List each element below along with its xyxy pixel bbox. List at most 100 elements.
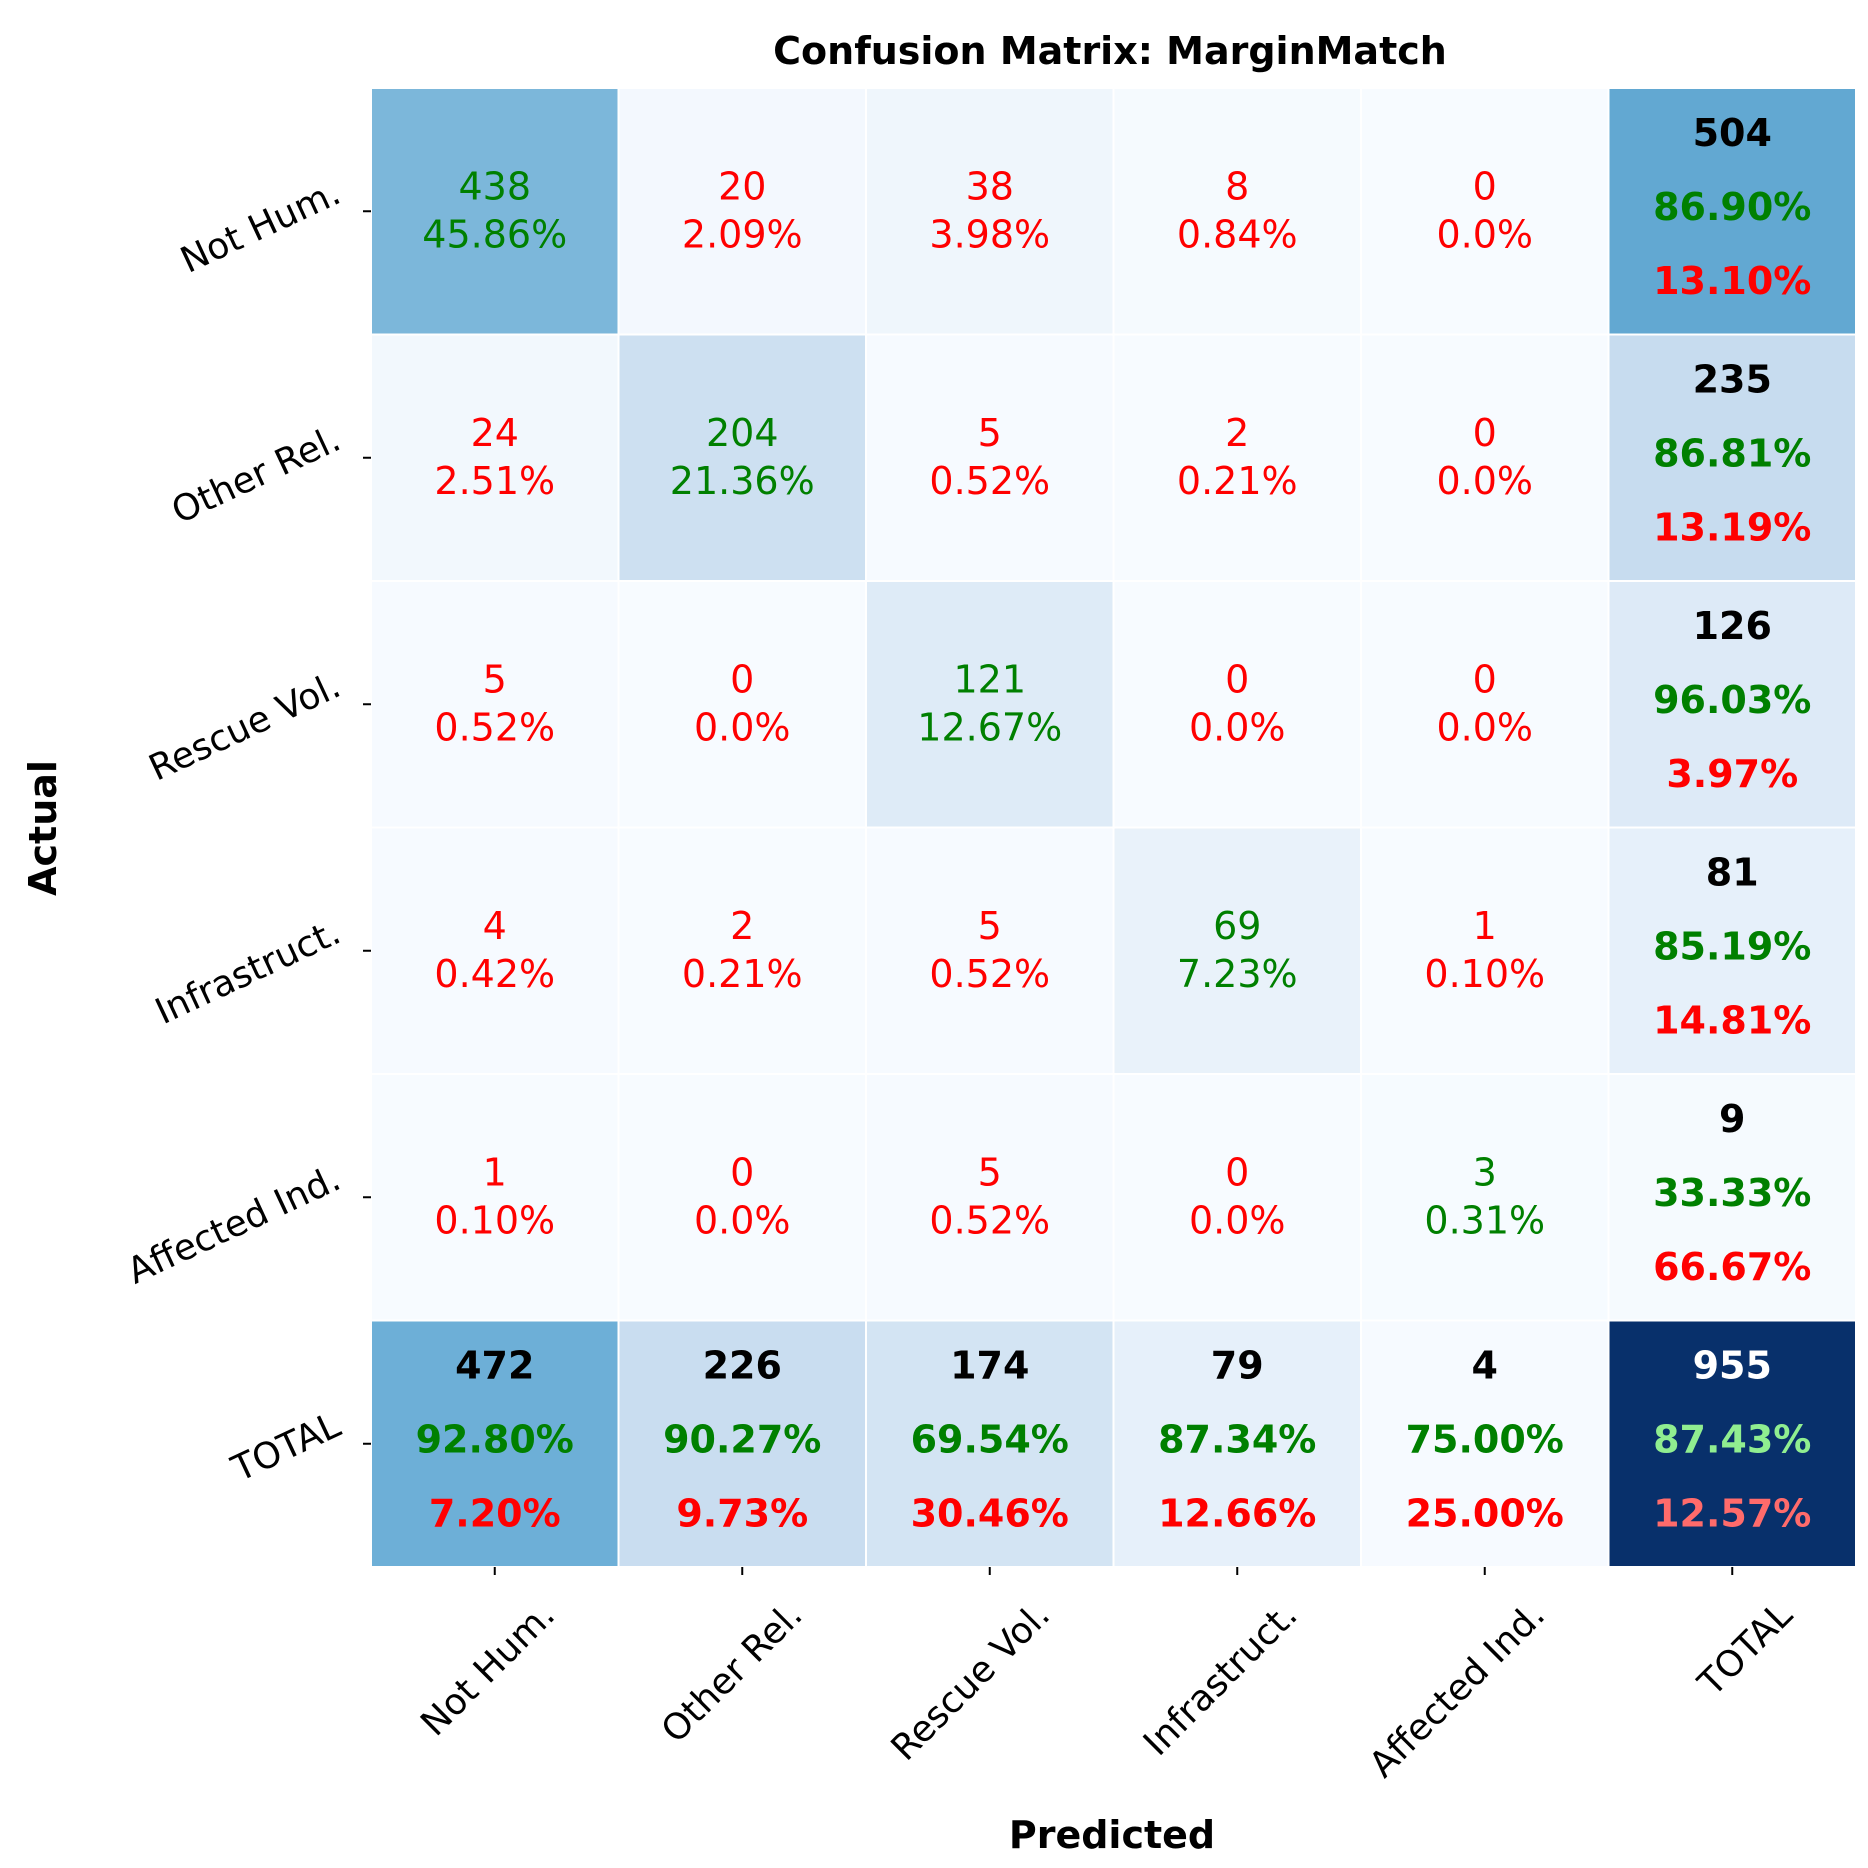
total-error-label: 30.46% [911, 1492, 1069, 1536]
matrix-cell [370, 87, 620, 336]
cell-percent-label: 2.51% [434, 459, 555, 503]
cell-percent-label: 2.09% [682, 212, 803, 256]
cell-percent-label: 0.21% [1177, 459, 1298, 503]
cell-count-label: 5 [483, 657, 507, 701]
cell-percent-label: 0.52% [434, 705, 555, 749]
cell-count-label: 4 [483, 904, 507, 948]
cell-percent-label: 0.21% [682, 952, 803, 996]
matrix-cell [865, 826, 1115, 1075]
cell-count-label: 38 [966, 164, 1014, 208]
x-axis-label: Predicted [1009, 1813, 1215, 1857]
total-count-label: 4 [1472, 1344, 1498, 1388]
total-correct-label: 90.27% [663, 1418, 821, 1462]
x-tick-label: Infrastruct. [1136, 1594, 1306, 1764]
cell-percent-label: 0.52% [929, 1198, 1050, 1242]
matrix-cell [865, 580, 1115, 829]
heatmap-cells [370, 87, 1857, 1568]
matrix-cell [617, 1073, 867, 1322]
cell-count-label: 204 [706, 411, 779, 455]
matrix-cell [865, 87, 1115, 336]
cell-labels: 43845.86%202.09%383.98%80.84%00.0%242.51… [416, 111, 1812, 1536]
x-tick-label: Other Rel. [654, 1594, 811, 1751]
cell-percent-label: 0.84% [1177, 212, 1298, 256]
matrix-cell [617, 580, 867, 829]
cell-percent-label: 0.0% [694, 1198, 791, 1242]
cell-count-label: 0 [1473, 164, 1497, 208]
total-error-label: 14.81% [1653, 999, 1811, 1043]
row-total-cell [1607, 1073, 1857, 1322]
cell-percent-label: 45.86% [422, 212, 567, 256]
total-error-label: 13.19% [1653, 506, 1811, 550]
matrix-cell [1112, 87, 1362, 336]
y-tick-label: Infrastruct. [149, 912, 347, 1033]
cell-percent-label: 0.0% [1189, 1198, 1286, 1242]
y-axis-label: Actual [21, 760, 65, 896]
row-total-cell [1607, 87, 1857, 336]
total-correct-label: 86.90% [1653, 185, 1811, 229]
matrix-cell [617, 826, 867, 1075]
cell-count-label: 2 [730, 904, 754, 948]
matrix-cell [1112, 580, 1362, 829]
matrix-cell [1360, 87, 1610, 336]
cell-percent-label: 0.0% [1436, 459, 1533, 503]
total-count-label: 504 [1693, 111, 1772, 155]
cell-count-label: 24 [471, 411, 519, 455]
total-error-label: 66.67% [1653, 1245, 1811, 1289]
matrix-cell [1360, 333, 1610, 582]
total-count-label: 955 [1693, 1344, 1772, 1388]
total-correct-label: 69.54% [911, 1418, 1069, 1462]
total-correct-label: 96.03% [1653, 678, 1811, 722]
grand-total-cell [1607, 1319, 1857, 1568]
matrix-cell [865, 333, 1115, 582]
cell-count-label: 0 [1225, 1150, 1249, 1194]
cell-percent-label: 0.52% [929, 459, 1050, 503]
cell-count-label: 2 [1225, 411, 1249, 455]
cell-percent-label: 12.67% [917, 705, 1062, 749]
row-total-cell [1607, 580, 1857, 829]
total-error-label: 9.73% [676, 1492, 808, 1536]
cell-count-label: 0 [730, 1150, 754, 1194]
matrix-cell [1360, 826, 1610, 1075]
total-count-label: 79 [1211, 1344, 1264, 1388]
matrix-cell [1112, 333, 1362, 582]
total-error-label: 3.97% [1666, 752, 1798, 796]
matrix-cell [1112, 826, 1362, 1075]
total-correct-label: 92.80% [416, 1418, 574, 1462]
row-total-cell [1607, 826, 1857, 1075]
matrix-cell [1112, 1073, 1362, 1322]
cell-count-label: 0 [1473, 411, 1497, 455]
cell-count-label: 20 [718, 164, 766, 208]
cell-count-label: 3 [1473, 1150, 1497, 1194]
total-error-label: 7.20% [429, 1492, 561, 1536]
y-tick-label: TOTAL [225, 1405, 347, 1491]
total-count-label: 9 [1719, 1097, 1745, 1141]
row-total-cell [1607, 333, 1857, 582]
x-tick-label: TOTAL [1690, 1594, 1800, 1704]
cell-percent-label: 21.36% [670, 459, 815, 503]
cell-count-label: 8 [1225, 164, 1249, 208]
matrix-cell [370, 826, 620, 1075]
cell-count-label: 69 [1213, 904, 1261, 948]
y-tick-label: Not Hum. [175, 172, 347, 281]
total-count-label: 235 [1693, 358, 1772, 402]
cell-count-label: 5 [978, 1150, 1002, 1194]
matrix-cell [617, 333, 867, 582]
matrix-cell [370, 333, 620, 582]
col-total-cell [370, 1319, 620, 1568]
total-error-label: 12.57% [1653, 1492, 1811, 1536]
matrix-cell [370, 580, 620, 829]
cell-percent-label: 0.0% [1436, 705, 1533, 749]
col-total-cell [865, 1319, 1115, 1568]
y-tick-label: Other Rel. [166, 419, 347, 533]
total-correct-label: 87.43% [1653, 1418, 1811, 1462]
total-correct-label: 87.34% [1158, 1418, 1316, 1462]
total-count-label: 472 [455, 1344, 534, 1388]
cell-count-label: 0 [730, 657, 754, 701]
matrix-cell [865, 1073, 1115, 1322]
total-correct-label: 33.33% [1653, 1171, 1811, 1215]
total-count-label: 81 [1706, 851, 1759, 895]
cell-percent-label: 0.10% [434, 1198, 555, 1242]
matrix-cell [1360, 580, 1610, 829]
matrix-cell [370, 1073, 620, 1322]
